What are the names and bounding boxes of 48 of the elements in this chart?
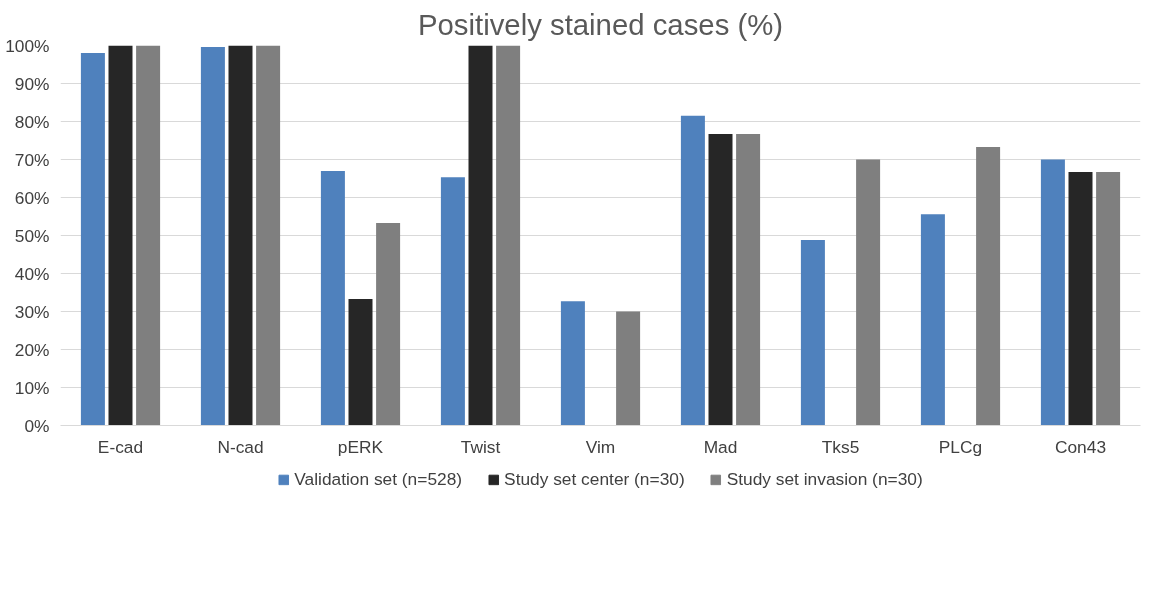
y-tick-label: 0% [24,415,50,436]
x-tick-label: Tks5 [821,436,860,457]
y-tick-label: 80% [14,111,50,132]
bar [736,134,761,426]
chart-title: Positively stained cases (%) [417,7,784,41]
y-tick-label: 70% [14,149,50,170]
y-tick-label: 20% [14,339,50,360]
bar [376,222,401,426]
y-tick-label: 100% [5,35,50,56]
y-tick-label: 40% [14,263,50,284]
bar [80,53,105,426]
bar [1068,172,1093,426]
y-tick-label: 60% [14,187,50,208]
y-tick-label: 30% [14,301,50,322]
bar [560,301,585,426]
bar [136,45,161,426]
y-tick-label: 90% [14,73,50,94]
x-tick-label: PLCg [938,436,983,457]
bar [496,45,521,426]
x-tick-label: Twist [460,436,501,457]
legend-label: Study set center (n=30) [504,468,685,490]
bar [1040,159,1065,426]
x-tick-label: Con43 [1054,436,1107,457]
legend-label: Study set invasion (n=30) [726,468,923,490]
x-tick-label: Vim [585,436,616,457]
bar [440,177,465,426]
bar [976,146,1001,426]
legend-label: Validation set (n=528) [294,468,463,490]
bar [256,45,281,426]
x-tick-label: E-cad [97,436,144,457]
bar [200,47,225,426]
bar [800,240,825,426]
bar [108,45,133,426]
bar [1096,172,1121,426]
bar [708,134,733,426]
x-tick-label: Mad [703,436,738,457]
y-tick-label: 10% [14,377,50,398]
bar [468,45,493,426]
bar [320,170,345,426]
x-tick-label: pERK [337,436,384,457]
bar [348,298,373,426]
bar [228,45,253,426]
bar [680,115,705,426]
x-tick-label: N-cad [217,436,264,457]
bar [856,159,881,426]
bar [920,214,945,426]
y-tick-label: 50% [14,225,50,246]
bar [616,311,641,426]
